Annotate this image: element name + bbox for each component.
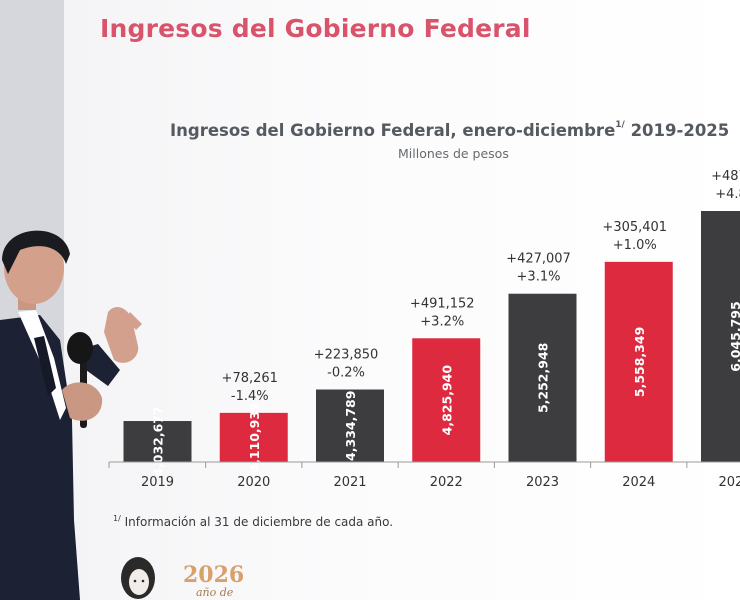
- footnote-text: Información al 31 de diciembre de cada a…: [124, 515, 394, 529]
- bar: [316, 389, 384, 462]
- change-label: +223,850: [314, 348, 379, 363]
- change-percent-label: +3.2%: [420, 314, 464, 329]
- chart-subtitle: Millones de pesos: [398, 146, 509, 161]
- change-percent-label: -1.4%: [231, 389, 269, 404]
- bar-value-label: 4,110,939: [247, 402, 262, 472]
- chart-title: Ingresos del Gobierno Federal, enero-dic…: [170, 119, 730, 141]
- bar-value-label: 5,252,948: [536, 343, 551, 413]
- bar-value-label: 4,825,940: [439, 365, 454, 436]
- footnote: 1/ Información al 31 de diciembre de cad…: [113, 514, 393, 529]
- bar: [412, 338, 481, 462]
- chart-title-marker: 1/: [615, 119, 625, 130]
- footnote-marker: 1/: [113, 514, 121, 523]
- change-label: +491,152: [410, 296, 475, 311]
- change-percent-label: +3.1%: [517, 270, 561, 285]
- bar-value-label: 4,032,677: [151, 406, 166, 476]
- bar: [219, 412, 288, 462]
- x-tick-label: 2025: [718, 475, 740, 490]
- bar: [508, 293, 577, 462]
- year-logo: 2026: [183, 562, 245, 588]
- bar: [604, 261, 673, 462]
- chart-title-period: 2019-2025: [630, 121, 730, 140]
- bar-value-label: 4,334,789: [343, 391, 358, 461]
- change-label: +487,: [711, 169, 740, 184]
- presenter-photo: [0, 230, 142, 600]
- chart-title-text: Ingresos del Gobierno Federal, enero-dic…: [170, 121, 616, 140]
- bar: [123, 421, 192, 462]
- x-tick-label: 2019: [141, 475, 174, 490]
- change-percent-label: +1.0%: [613, 238, 657, 253]
- bar: [701, 211, 740, 462]
- year-logo-subtitle: año de: [196, 586, 234, 599]
- x-tick-label: 2020: [237, 475, 270, 490]
- change-label: +305,401: [602, 220, 667, 235]
- x-tick-label: 2021: [333, 475, 366, 490]
- change-percent-label: +4.8: [715, 187, 740, 202]
- x-tick-label: 2022: [430, 475, 463, 490]
- change-label: +78,261: [222, 371, 278, 386]
- bar-value-label: 6,045,795: [728, 301, 740, 371]
- slide-title: Ingresos del Gobierno Federal: [100, 14, 531, 43]
- bar-value-label: 5,558,349: [632, 327, 647, 397]
- x-tick-label: 2023: [526, 475, 559, 490]
- x-tick-label: 2024: [622, 475, 655, 490]
- change-percent-label: -0.2%: [327, 366, 365, 381]
- change-label: +427,007: [506, 252, 571, 267]
- portrait-logo-icon: [121, 557, 155, 599]
